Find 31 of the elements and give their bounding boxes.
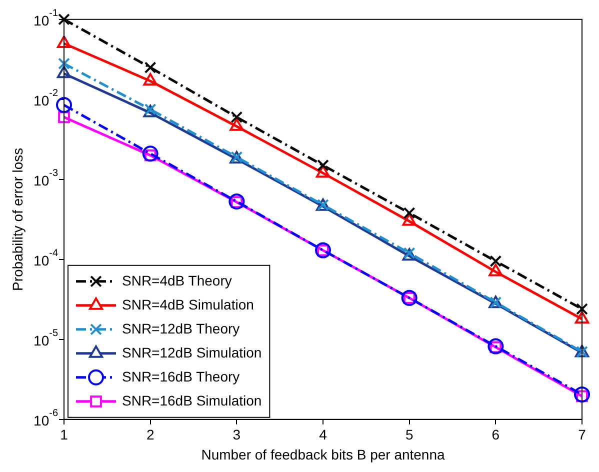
x-tick-label: 5	[405, 426, 414, 443]
x-tick-label: 3	[232, 426, 241, 443]
legend-label: SNR=12dB Theory	[122, 320, 240, 336]
point	[574, 386, 590, 402]
point	[144, 62, 156, 74]
point	[490, 255, 502, 268]
point	[142, 146, 158, 162]
legend-label: SNR=12dB Simulation	[122, 344, 262, 360]
point	[56, 97, 72, 114]
legend-label: SNR=4dB Theory	[122, 272, 232, 288]
point	[56, 66, 72, 78]
legend-label: SNR=16dB Simulation	[122, 392, 262, 408]
point	[228, 193, 245, 210]
x-tick-label: 1	[60, 426, 68, 443]
x-tick-label: 4	[319, 426, 328, 443]
x-axis-title: Number of feedback bits B per antenna	[201, 446, 446, 462]
point	[58, 13, 70, 26]
point	[317, 159, 329, 172]
point	[316, 165, 330, 178]
point	[576, 303, 588, 315]
point	[403, 207, 416, 219]
y-axis-title: Probability of error loss	[9, 148, 26, 291]
x-tick-label: 2	[146, 426, 154, 443]
legend-label: SNR=4dB Simulation	[122, 296, 254, 312]
point	[488, 338, 504, 354]
legend-label: SNR=16dB Theory	[122, 368, 240, 384]
point	[58, 58, 70, 70]
point	[230, 111, 243, 124]
x-tick-label: 6	[492, 426, 500, 443]
point	[58, 111, 70, 124]
x-tick-label: 7	[578, 426, 586, 443]
